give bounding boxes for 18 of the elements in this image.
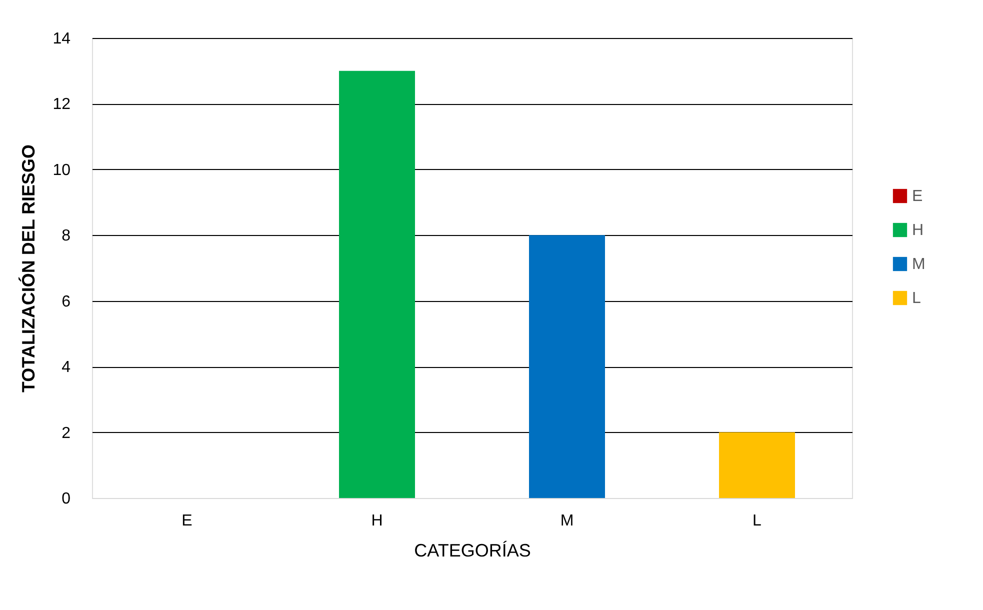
legend-label: E: [912, 188, 923, 205]
y-tick-label: 2: [62, 424, 71, 442]
y-tick-label: 4: [62, 359, 71, 376]
x-tick-label: M: [560, 512, 574, 530]
legend-label: H: [912, 222, 924, 239]
y-tick-label: 8: [62, 228, 71, 245]
y-tick-label: 10: [52, 162, 71, 179]
x-tick-label: H: [371, 512, 383, 530]
x-axis-title: CATEGORÍAS: [414, 540, 531, 560]
legend-label: L: [912, 290, 921, 307]
x-tick-label: E: [182, 512, 192, 530]
y-tick-label: 12: [52, 96, 71, 114]
y-axis-title: TOTALIZACIÓN DEL RIESGO: [18, 144, 39, 393]
y-tick-label: 14: [52, 30, 71, 48]
legend-label: M: [912, 256, 926, 273]
y-tick-label: 0: [62, 490, 71, 508]
x-tick-label: L: [752, 512, 762, 530]
y-tick-label: 6: [62, 293, 71, 310]
